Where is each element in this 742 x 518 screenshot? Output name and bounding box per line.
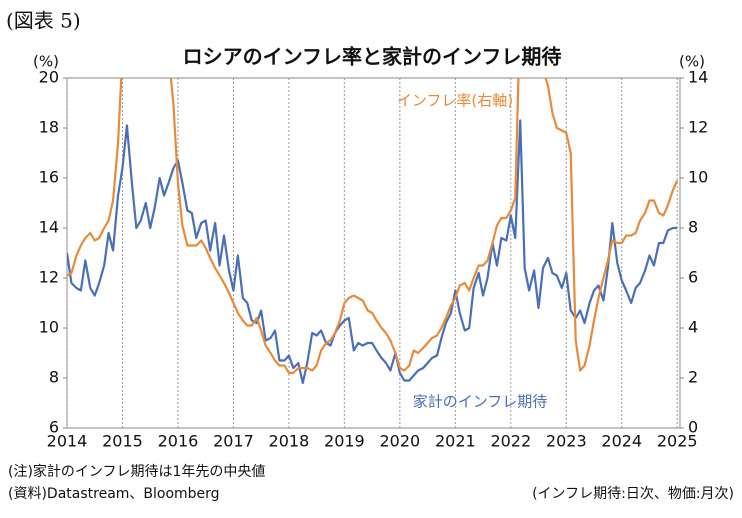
x-tick-label: 2018 (269, 432, 310, 451)
series-label: インフレ率(右軸) (397, 92, 513, 110)
series-line (67, 119, 678, 385)
x-tick-label: 2015 (102, 432, 143, 451)
y2-tick-label: 4 (688, 318, 698, 337)
y2-tick-label: 2 (688, 368, 698, 387)
y-tick-label: 20 (39, 68, 59, 87)
x-tick-label: 2019 (324, 432, 365, 451)
y-tick-label: 8 (49, 368, 59, 387)
figure-label: (図表 5) (6, 9, 81, 33)
x-tick-label: 2017 (213, 432, 254, 451)
chart-title: ロシアのインフレ率と家計のインフレ期待 (183, 45, 562, 69)
y-tick-label: 6 (49, 418, 59, 437)
x-tick-label: 2024 (601, 432, 642, 451)
y2-tick-label: 10 (688, 168, 708, 187)
x-tick-label: 2016 (158, 432, 199, 451)
footnote: (注)家計のインフレ期待は1年先の中央値 (8, 463, 265, 480)
y-tick-label: 10 (39, 318, 59, 337)
plot-area (67, 78, 679, 385)
y2-tick-label: 0 (688, 418, 698, 437)
x-tick-label: 2023 (546, 432, 587, 451)
footnote: (資料)Datastream、Bloomberg (8, 486, 220, 502)
y2-tick-label: 8 (688, 218, 698, 237)
series-line (67, 78, 679, 375)
y2-axis-label: (%) (679, 53, 705, 71)
x-tick-label: 2021 (435, 432, 476, 451)
x-tick-label: 2014 (47, 432, 88, 451)
y2-tick-label: 14 (688, 68, 708, 87)
y-axis-label: (%) (33, 53, 59, 71)
plot-frame (66, 77, 681, 429)
x-tick-label: 2025 (657, 432, 698, 451)
x-tick-label: 2022 (490, 432, 531, 451)
y-tick-label: 12 (39, 268, 59, 287)
y-tick-label: 14 (39, 218, 59, 237)
y-tick-label: 16 (39, 168, 59, 187)
y2-tick-label: 6 (688, 268, 698, 287)
series-label: 家計のインフレ期待 (413, 393, 548, 411)
footnote: (インフレ期待:日次、物価:月次) (532, 486, 734, 502)
y-tick-label: 18 (39, 118, 59, 137)
y2-tick-label: 12 (688, 118, 708, 137)
x-tick-label: 2020 (379, 432, 420, 451)
